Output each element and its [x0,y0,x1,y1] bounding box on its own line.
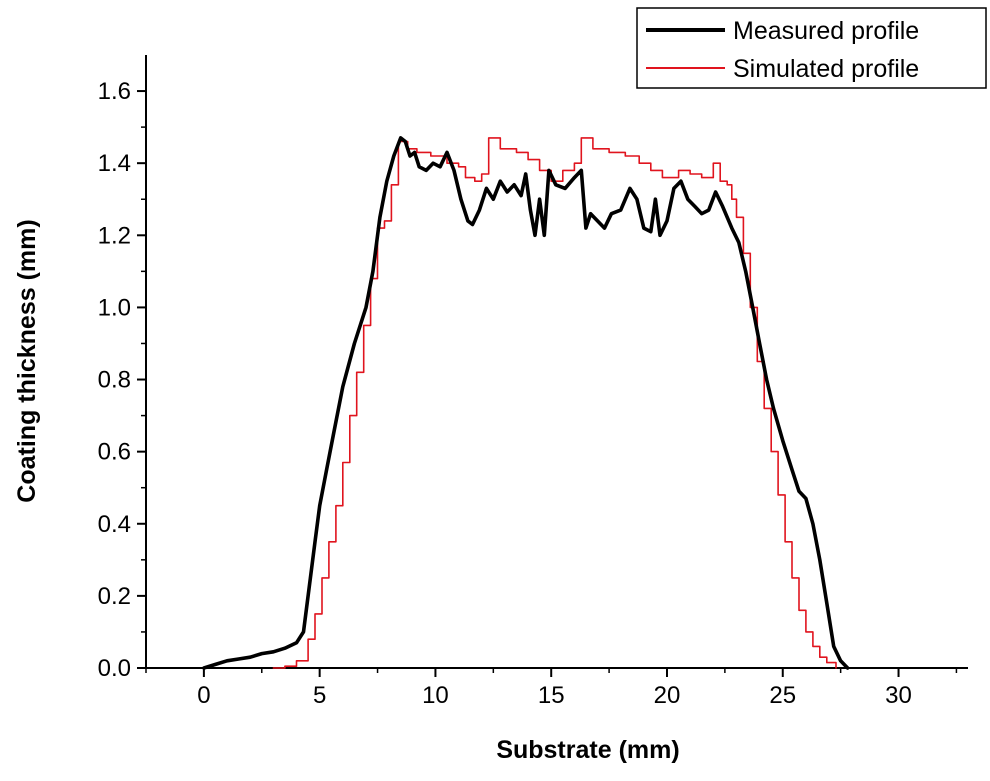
y-axis-title: Coating thickness (mm) [13,219,41,502]
legend-label-simulated: Simulated profile [733,55,919,83]
legend: Measured profile Simulated profile [636,7,987,89]
y-tick-label: 0.2 [98,583,131,610]
x-tick-label: 25 [769,682,796,709]
x-tick-label: 20 [654,682,681,709]
legend-box [636,7,987,89]
y-tick-label: 1.2 [98,222,131,249]
x-tick-label: 30 [885,682,912,709]
x-axis-ticks: 0 5 10 15 20 25 30 [145,668,958,709]
y-tick-label: 0.0 [98,655,131,682]
y-tick-label: 0.4 [98,511,131,538]
y-tick-label: 0.8 [98,367,131,394]
y-tick-label: 1.0 [98,294,131,321]
x-tick-label: 10 [422,682,449,709]
y-tick-label: 1.4 [98,150,131,177]
x-axis-title: Substrate (mm) [496,736,679,764]
series-line-measured [202,136,850,670]
series-line-simulated [272,137,837,669]
y-tick-label: 1.6 [98,78,131,105]
series-layer [202,136,850,670]
y-tick-label: 0.6 [98,439,131,466]
legend-label-measured: Measured profile [733,17,919,45]
x-tick-label: 5 [313,682,326,709]
x-tick-label: 15 [538,682,565,709]
y-axis-ticks: 0.0 0.2 0.4 0.6 0.8 1.0 1.2 1.4 1.6 [98,78,146,682]
x-tick-label: 0 [197,682,210,709]
